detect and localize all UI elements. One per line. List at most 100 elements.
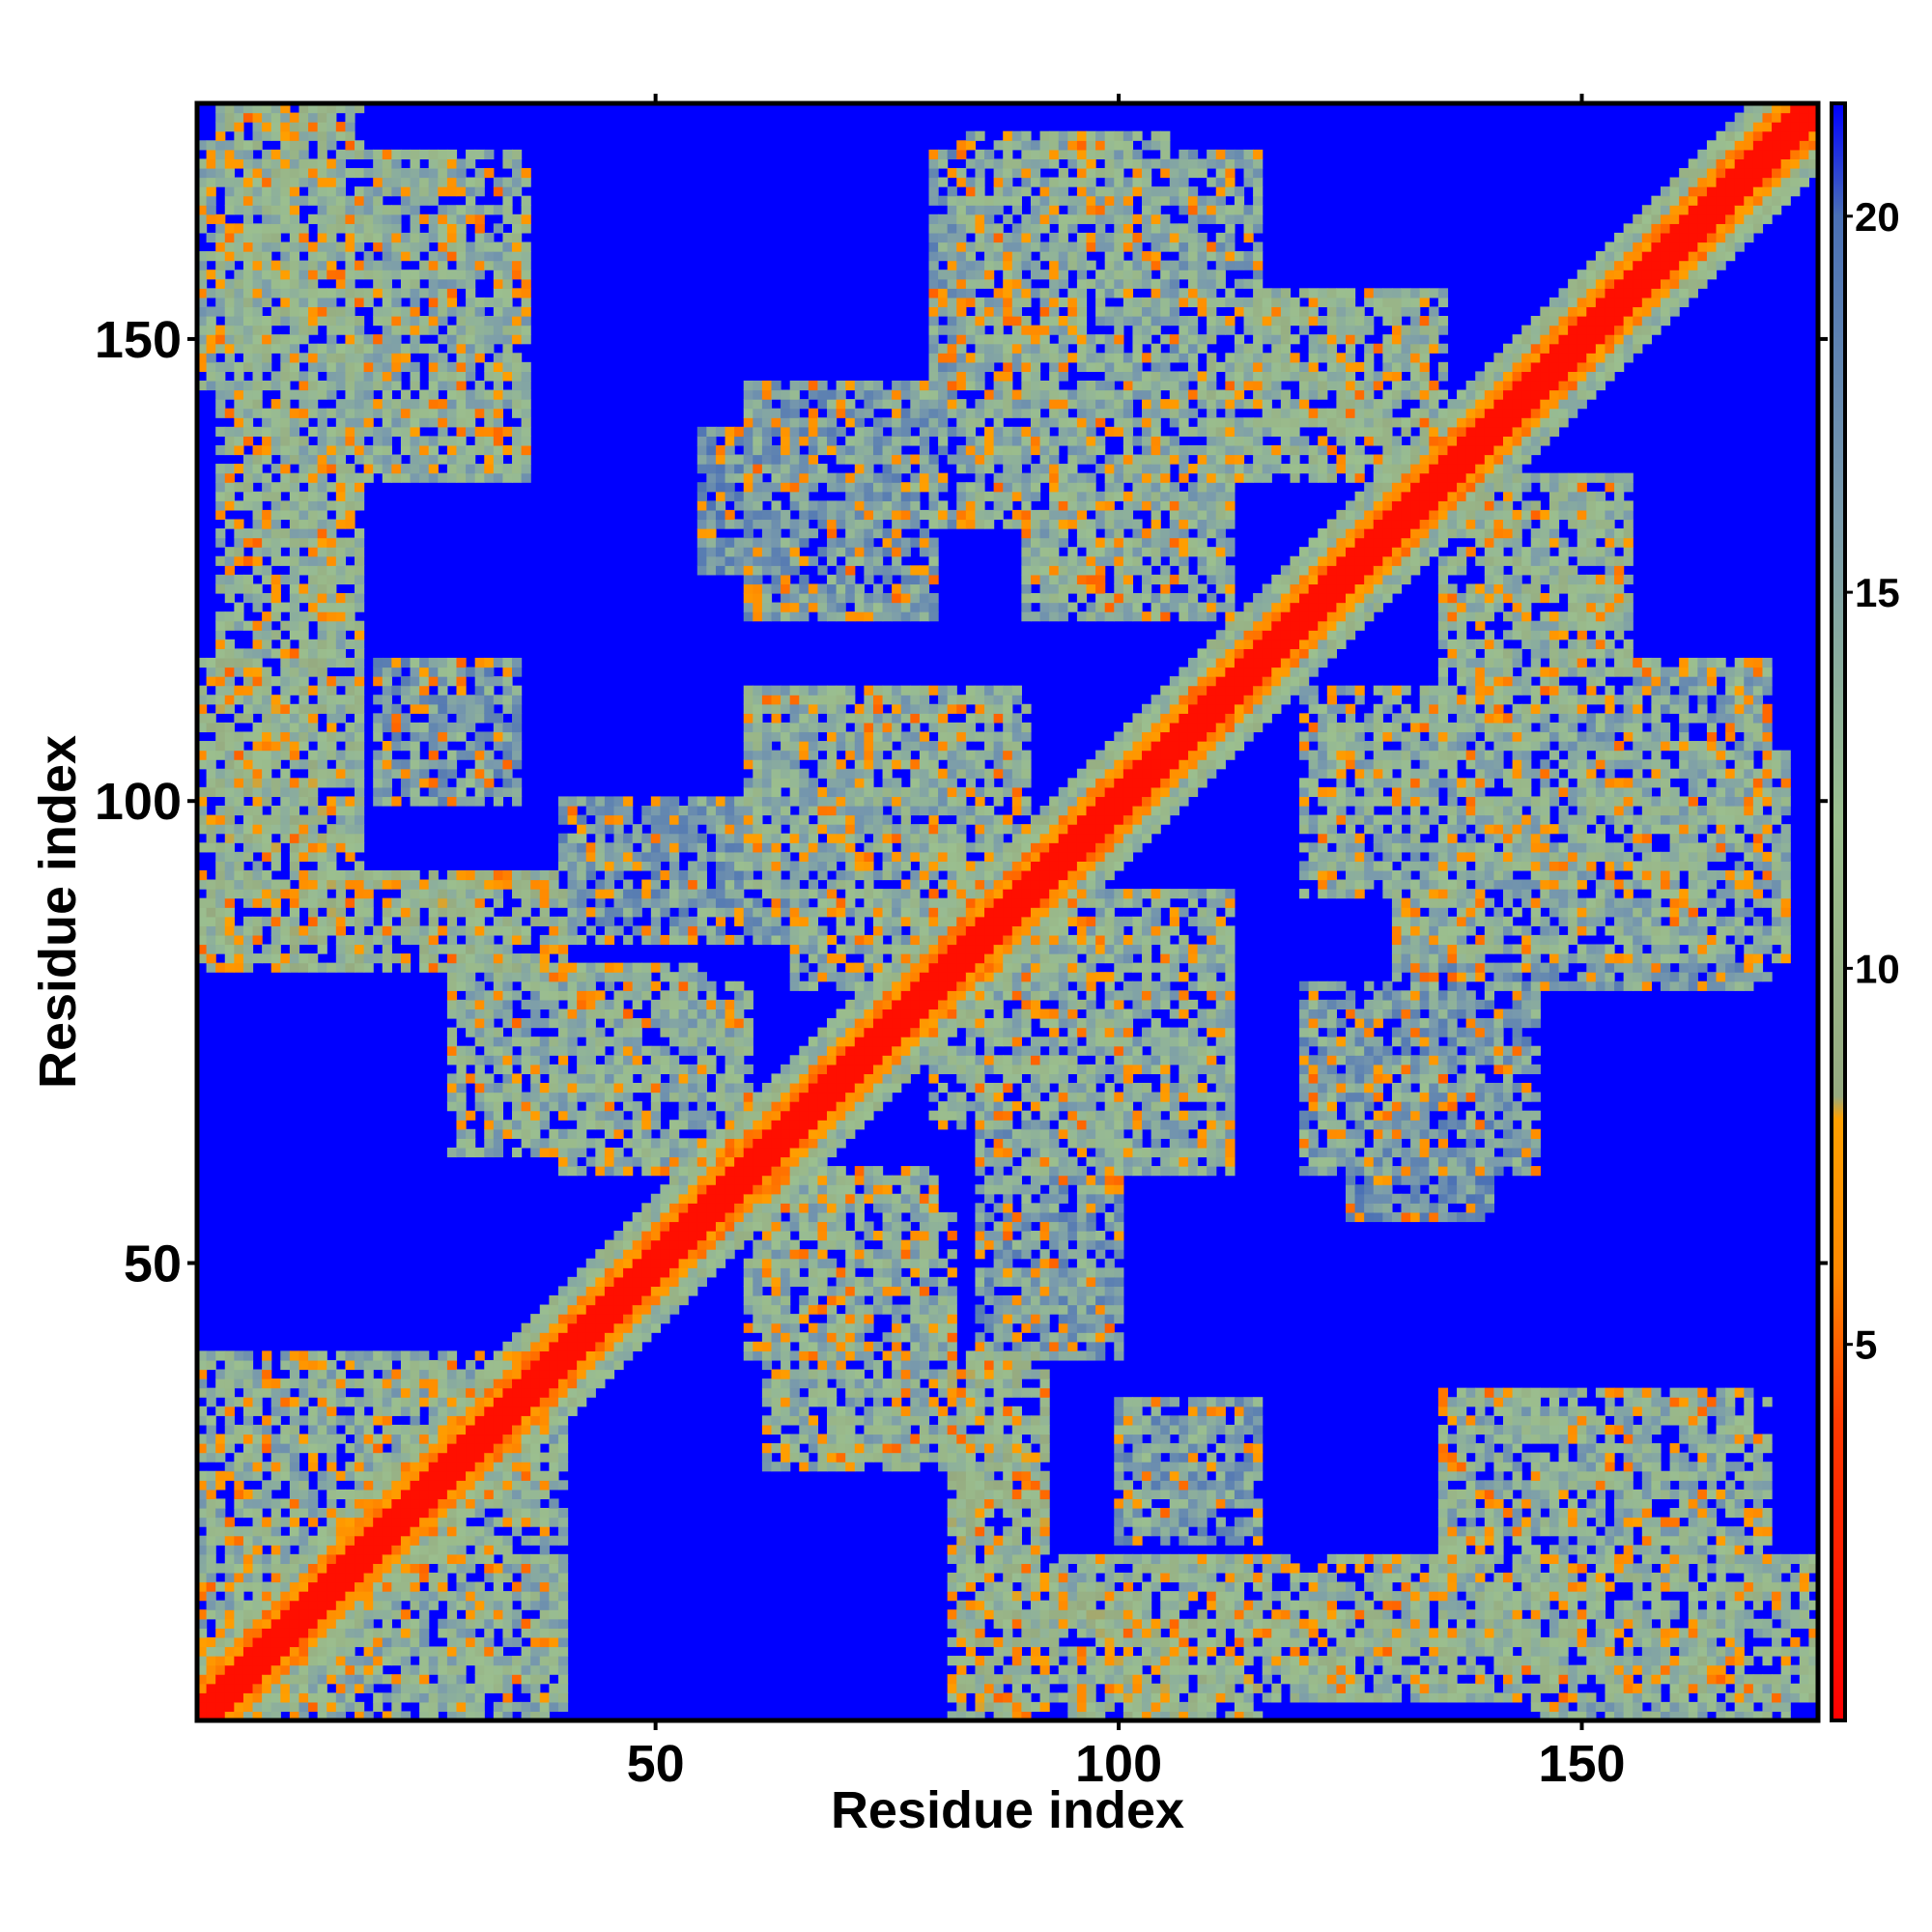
heatmap-cell xyxy=(270,547,281,557)
heatmap-cell xyxy=(234,667,244,677)
heatmap-cell xyxy=(391,223,402,234)
heatmap-cell xyxy=(641,833,652,843)
heatmap-cell xyxy=(197,1369,208,1379)
heatmap-cell xyxy=(669,1166,680,1177)
heatmap-cell xyxy=(438,454,448,465)
heatmap-cell xyxy=(410,1692,420,1703)
heatmap-cell xyxy=(530,1553,541,1564)
heatmap-cell xyxy=(410,1526,420,1537)
heatmap-cell xyxy=(382,962,392,973)
heatmap-cell xyxy=(280,1600,291,1610)
heatmap-cell xyxy=(724,861,735,871)
heatmap-cell xyxy=(215,1683,226,1693)
heatmap-cell xyxy=(502,1600,513,1610)
heatmap-cell xyxy=(252,592,263,604)
heatmap-cell xyxy=(512,1101,523,1112)
heatmap-cell xyxy=(484,1452,495,1463)
heatmap-cell xyxy=(456,1110,467,1121)
heatmap-cell xyxy=(252,1378,263,1389)
heatmap-cell xyxy=(530,1341,541,1351)
heatmap-cell xyxy=(474,1711,485,1721)
heatmap-cell xyxy=(308,1535,319,1546)
heatmap-cell xyxy=(206,306,216,317)
heatmap-cell xyxy=(289,1397,300,1407)
heatmap-cell xyxy=(242,1656,254,1666)
heatmap-cell xyxy=(456,242,467,252)
heatmap-cell xyxy=(557,1304,569,1315)
heatmap-cell xyxy=(474,897,485,908)
heatmap-cell xyxy=(410,1535,420,1546)
heatmap-cell xyxy=(197,213,208,224)
heatmap-cell xyxy=(262,814,272,825)
heatmap-cell xyxy=(474,768,485,779)
heatmap-cell xyxy=(696,1101,707,1112)
heatmap-cell xyxy=(215,934,226,946)
heatmap-cell xyxy=(502,371,513,382)
heatmap-cell xyxy=(743,703,753,714)
heatmap-cell xyxy=(355,786,365,798)
heatmap-cell xyxy=(595,1304,606,1315)
heatmap-cell xyxy=(512,1434,523,1444)
heatmap-cell xyxy=(335,897,347,908)
heatmap-cell xyxy=(317,444,327,456)
heatmap-cell xyxy=(743,436,753,446)
heatmap-cell xyxy=(484,999,495,1010)
heatmap-cell xyxy=(512,1341,523,1351)
heatmap-cell xyxy=(549,1628,559,1638)
heatmap-cell xyxy=(585,1037,596,1047)
heatmap-cell xyxy=(753,1193,763,1204)
heatmap-cell xyxy=(734,1092,745,1102)
heatmap-cell xyxy=(327,1609,337,1620)
heatmap-cell xyxy=(197,657,208,668)
heatmap-cell xyxy=(242,399,254,410)
heatmap-cell xyxy=(743,778,753,788)
heatmap-cell xyxy=(669,1221,680,1232)
heatmap-cell xyxy=(410,316,420,327)
heatmap-cell xyxy=(446,1553,458,1564)
heatmap-cell xyxy=(197,1406,208,1416)
heatmap-cell xyxy=(438,1692,448,1703)
heatmap-cell xyxy=(363,1470,374,1481)
heatmap-cell xyxy=(474,944,485,954)
heatmap-cell xyxy=(224,167,235,179)
heatmap-cell xyxy=(215,528,226,539)
heatmap-cell xyxy=(280,509,291,521)
heatmap-cell xyxy=(678,1239,689,1250)
heatmap-cell xyxy=(382,353,392,363)
heatmap-cell xyxy=(270,417,281,428)
heatmap-cell xyxy=(215,611,226,622)
heatmap-cell xyxy=(419,768,430,779)
heatmap-cell xyxy=(650,1055,662,1065)
heatmap-cell xyxy=(706,509,717,521)
heatmap-cell xyxy=(355,1480,365,1491)
heatmap-cell xyxy=(298,741,309,752)
heatmap-cell xyxy=(632,889,642,899)
heatmap-cell xyxy=(298,814,309,825)
heatmap-cell xyxy=(419,759,430,770)
heatmap-cell xyxy=(613,1294,624,1306)
heatmap-cell xyxy=(734,1184,745,1195)
heatmap-cell xyxy=(753,1110,763,1121)
heatmap-cell xyxy=(262,444,272,456)
heatmap-cell xyxy=(577,1304,587,1315)
heatmap-cell xyxy=(242,555,254,566)
heatmap-cell xyxy=(512,288,523,298)
heatmap-cell xyxy=(298,334,309,345)
heatmap-cell xyxy=(327,260,337,270)
heatmap-cell xyxy=(327,325,337,335)
heatmap-cell xyxy=(419,1397,430,1407)
heatmap-cell xyxy=(410,270,420,280)
heatmap-cell xyxy=(743,482,753,493)
heatmap-cell xyxy=(234,1397,244,1407)
heatmap-cell xyxy=(197,1452,208,1463)
heatmap-cell xyxy=(197,177,208,187)
heatmap-cell xyxy=(308,270,319,280)
heatmap-cell xyxy=(474,1656,485,1666)
heatmap-cell xyxy=(289,167,300,179)
heatmap-cell xyxy=(262,528,272,539)
heatmap-cell xyxy=(484,1591,495,1602)
heatmap-cell xyxy=(335,833,347,843)
heatmap-cell xyxy=(521,325,531,335)
heatmap-cell xyxy=(484,703,495,714)
heatmap-cell xyxy=(252,251,263,262)
